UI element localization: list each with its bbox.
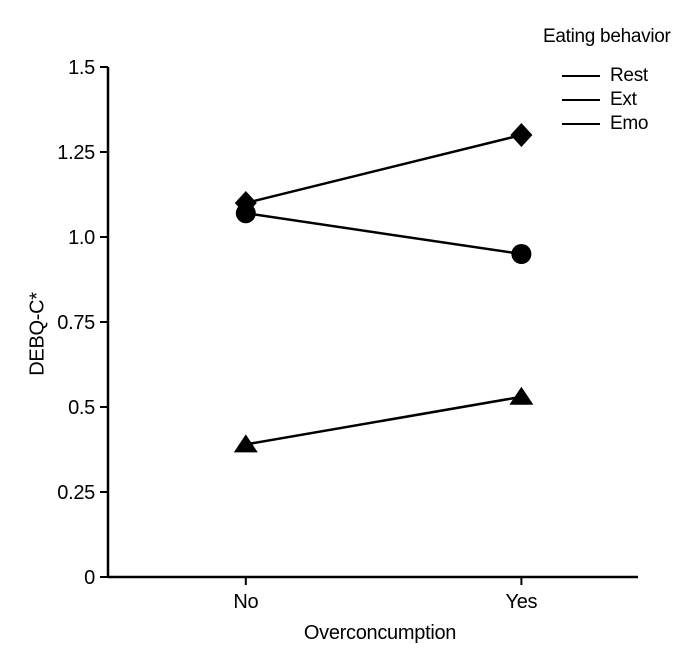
data-point-diamond — [510, 123, 533, 147]
series-line-emo — [245, 395, 522, 446]
x-axis-title: Overconcumption — [303, 622, 457, 644]
legend-line-sample — [562, 123, 600, 125]
legend: Eating behavior Rest Ext Emo — [543, 26, 699, 136]
data-point-triangle — [233, 434, 258, 453]
series-line-rest — [245, 211, 522, 256]
y-tick-label: 0.75 — [57, 312, 95, 334]
data-point-circle — [511, 244, 532, 264]
y-tick-label: 0.5 — [68, 397, 95, 419]
legend-item-ext: Ext — [543, 88, 699, 112]
series-line-ext — [245, 133, 522, 205]
legend-title: Eating behavior — [543, 26, 671, 47]
x-tick-label: Yes — [506, 591, 538, 613]
y-tick-label: 1.5 — [68, 57, 95, 79]
legend-item-label: Rest — [610, 65, 648, 86]
legend-item-label: Emo — [610, 113, 649, 134]
y-tick-label: 0 — [84, 567, 95, 589]
x-tick-label: No — [233, 591, 258, 613]
legend-rows: Rest Ext Emo — [543, 64, 699, 136]
legend-item-emo: Emo — [543, 112, 699, 136]
y-axis-title: DEBQ-C* — [26, 292, 49, 376]
legend-item-rest: Rest — [543, 64, 699, 88]
data-point-triangle — [509, 386, 534, 405]
legend-line-sample — [562, 75, 600, 77]
legend-line-sample — [562, 99, 600, 101]
data-point-diamond — [234, 191, 257, 215]
y-tick-label: 1.25 — [57, 142, 95, 164]
y-tick-label: 0.25 — [57, 482, 95, 504]
legend-item-label: Ext — [610, 89, 637, 110]
y-tick-label: 1.0 — [68, 227, 95, 249]
